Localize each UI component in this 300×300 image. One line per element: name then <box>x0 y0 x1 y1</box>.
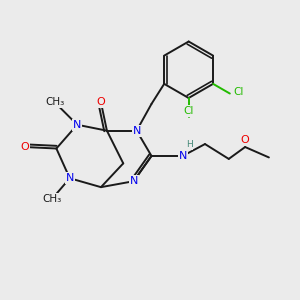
Text: O: O <box>97 98 105 107</box>
Text: N: N <box>130 176 138 186</box>
Text: Cl: Cl <box>234 87 244 97</box>
Text: N: N <box>132 126 141 136</box>
Text: CH₃: CH₃ <box>42 194 62 204</box>
Text: N: N <box>66 173 74 183</box>
Text: Cl: Cl <box>184 106 194 116</box>
Text: O: O <box>21 142 29 152</box>
Text: CH₃: CH₃ <box>45 98 64 107</box>
Text: O: O <box>241 136 250 146</box>
Text: N: N <box>178 151 187 161</box>
Text: N: N <box>73 120 81 130</box>
Text: H: H <box>186 140 193 149</box>
